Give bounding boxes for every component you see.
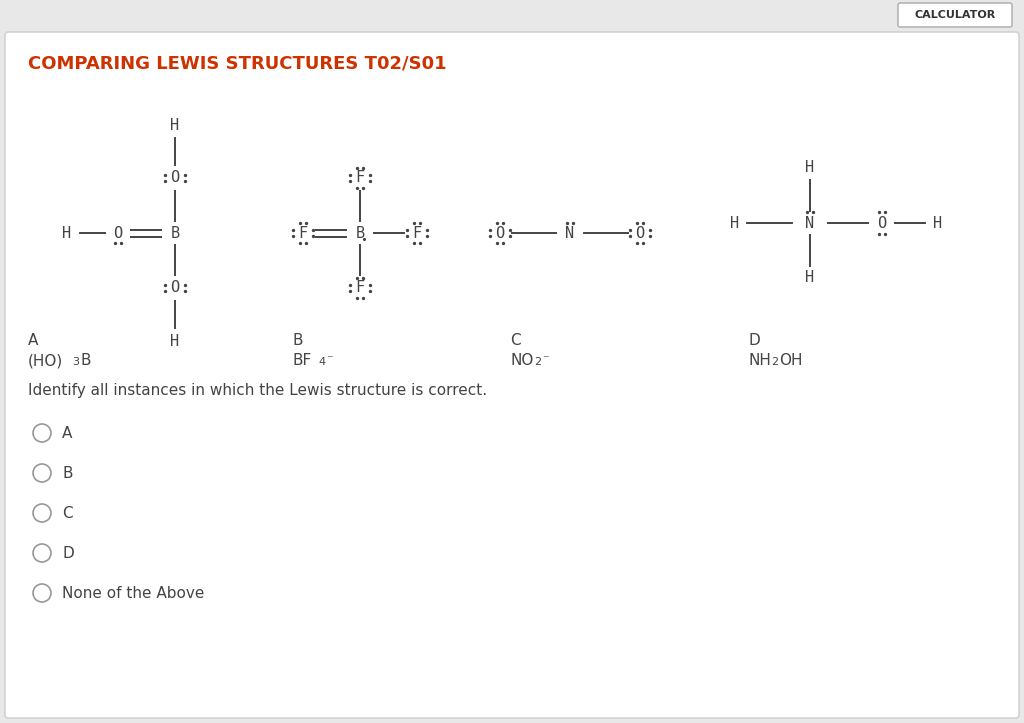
Text: O: O — [636, 226, 644, 241]
Text: D: D — [62, 545, 74, 560]
Text: C: C — [62, 505, 73, 521]
FancyBboxPatch shape — [898, 3, 1012, 27]
Text: 4: 4 — [318, 357, 326, 367]
Text: F: F — [413, 226, 422, 241]
Text: N: N — [565, 226, 574, 241]
FancyBboxPatch shape — [5, 32, 1019, 718]
Text: A: A — [62, 426, 73, 440]
Text: B: B — [355, 226, 365, 241]
Text: F: F — [355, 171, 365, 186]
Text: OH: OH — [779, 353, 803, 368]
Text: H: H — [806, 270, 814, 286]
Text: O: O — [878, 215, 887, 231]
Bar — [0, 0, 1024, 30]
Text: F: F — [355, 281, 365, 296]
Text: 2: 2 — [771, 357, 778, 367]
Text: D: D — [748, 333, 760, 348]
Text: (HO): (HO) — [28, 353, 63, 368]
Text: C: C — [510, 333, 520, 348]
Text: H: H — [806, 161, 814, 176]
Text: H: H — [934, 215, 942, 231]
Text: O: O — [114, 226, 123, 241]
Text: A: A — [28, 333, 38, 348]
Text: O: O — [170, 171, 179, 186]
Text: NH: NH — [748, 353, 771, 368]
Text: B: B — [292, 333, 302, 348]
Text: NO: NO — [510, 353, 534, 368]
Text: 3: 3 — [72, 357, 79, 367]
Text: O: O — [170, 281, 179, 296]
Text: H: H — [170, 118, 179, 132]
Text: H: H — [170, 333, 179, 348]
Text: H: H — [62, 226, 72, 241]
Text: 2: 2 — [534, 357, 541, 367]
Text: CALCULATOR: CALCULATOR — [914, 10, 995, 20]
Text: N: N — [806, 215, 814, 231]
Text: H: H — [730, 215, 739, 231]
Text: B: B — [62, 466, 73, 481]
Text: F: F — [298, 226, 307, 241]
Text: O: O — [496, 226, 505, 241]
Text: BF: BF — [292, 353, 311, 368]
Text: ⁻: ⁻ — [326, 353, 333, 366]
Text: Identify all instances in which the Lewis structure is correct.: Identify all instances in which the Lewi… — [28, 383, 487, 398]
Text: ⁻: ⁻ — [542, 353, 549, 366]
Text: B: B — [170, 226, 179, 241]
Text: COMPARING LEWIS STRUCTURES T02/S01: COMPARING LEWIS STRUCTURES T02/S01 — [28, 55, 446, 73]
Text: B: B — [80, 353, 90, 368]
Text: None of the Above: None of the Above — [62, 586, 205, 601]
